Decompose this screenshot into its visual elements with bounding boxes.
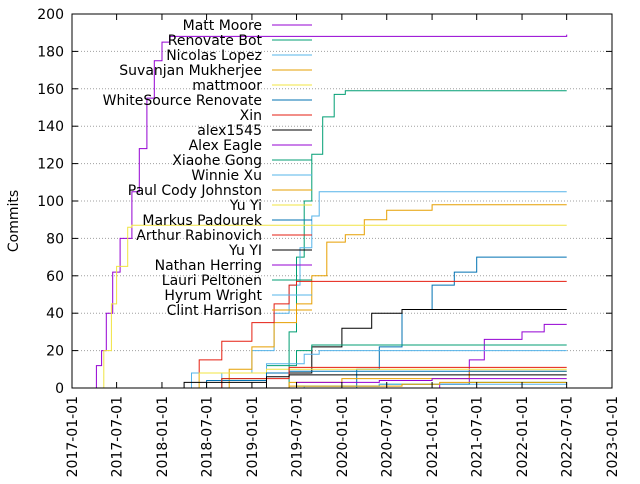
y-tick-label: 200 — [37, 7, 64, 23]
series-lines — [94, 34, 568, 389]
y-tick-label: 60 — [46, 269, 64, 285]
legend-label: Lauri Peltonen — [162, 273, 262, 289]
legend-label: Xin — [240, 108, 262, 124]
series-line-10 — [162, 350, 567, 389]
grid — [72, 50, 612, 352]
series-line-11 — [251, 370, 567, 389]
y-tick-label: 0 — [55, 381, 64, 397]
y-tick-label: 100 — [37, 194, 64, 210]
x-tick-label: 2018-07-01 — [200, 396, 216, 477]
plot-border — [71, 13, 613, 389]
legend-label: Clint Harrison — [167, 303, 262, 319]
series-line-14 — [184, 366, 567, 389]
legend-label: alex1545 — [197, 123, 262, 139]
y-tick-label: 120 — [37, 157, 64, 173]
legend-label: Renovate Bot — [168, 33, 263, 49]
series-line-0 — [94, 34, 568, 389]
legend-label: Yu Yi — [229, 198, 262, 214]
series-line-5 — [334, 256, 567, 389]
legend-label: Suvanjan Mukherjee — [119, 63, 262, 79]
legend-label: Winnie Xu — [191, 168, 262, 184]
y-tick-label: 20 — [46, 344, 64, 360]
legend-label: Markus Padourek — [142, 213, 262, 229]
y-tick-label: 140 — [37, 119, 64, 135]
legend-label: Arthur Rabinovich — [136, 228, 262, 244]
x-tick-label: 2021-07-01 — [470, 396, 486, 477]
y-axis-label: Commits — [6, 190, 22, 252]
series-line-15 — [162, 374, 567, 389]
legend-label: mattmoor — [192, 78, 262, 94]
series-line-3 — [199, 204, 567, 389]
legend-label: Nathan Herring — [155, 258, 262, 274]
legend-label: Matt Moore — [183, 18, 262, 34]
x-tick-label: 2019-07-01 — [290, 396, 306, 477]
x-tick-label: 2018-01-01 — [155, 396, 171, 477]
x-tick-label: 2020-01-01 — [335, 396, 351, 477]
series-line-4 — [97, 224, 567, 389]
legend-label: Hyrum Wright — [164, 288, 262, 304]
x-tick-label: 2017-01-01 — [65, 396, 81, 477]
legend-label: WhiteSource Renovate — [103, 93, 262, 109]
legend-label: Alex Eagle — [189, 138, 262, 154]
x-tick-label: 2017-07-01 — [110, 396, 126, 477]
legend-label: Paul Cody Johnston — [128, 183, 262, 199]
series-line-8 — [409, 323, 567, 389]
series-line-13 — [162, 370, 567, 389]
series-line-17 — [251, 381, 567, 389]
x-tick-label: 2022-01-01 — [515, 396, 531, 477]
series-line-7 — [199, 309, 567, 389]
x-tick-label: 2019-01-01 — [245, 396, 261, 477]
x-tick-label: 2021-01-01 — [425, 396, 441, 477]
y-tick-label: 160 — [37, 82, 64, 98]
series-line-19 — [251, 381, 567, 389]
x-tick-label: 2020-07-01 — [380, 396, 396, 477]
legend-label: Nicolas Lopez — [166, 48, 262, 64]
series-line-9 — [176, 344, 567, 389]
series-line-1 — [281, 90, 567, 389]
legend-label: Yu YI — [228, 243, 262, 259]
x-tick-label: 2022-07-01 — [560, 396, 576, 477]
y-tick-label: 180 — [37, 44, 64, 60]
y-tick-label: 80 — [46, 231, 64, 247]
axes: 0 20 40 60 80 100 120 140 160 180 200 2017-01-01 201… — [37, 7, 621, 477]
legend-label: Xiaohe Gong — [172, 153, 262, 169]
series-line-6 — [176, 280, 567, 389]
y-tick-label: 40 — [46, 306, 64, 322]
x-tick-label: 2023-01-01 — [605, 396, 621, 477]
